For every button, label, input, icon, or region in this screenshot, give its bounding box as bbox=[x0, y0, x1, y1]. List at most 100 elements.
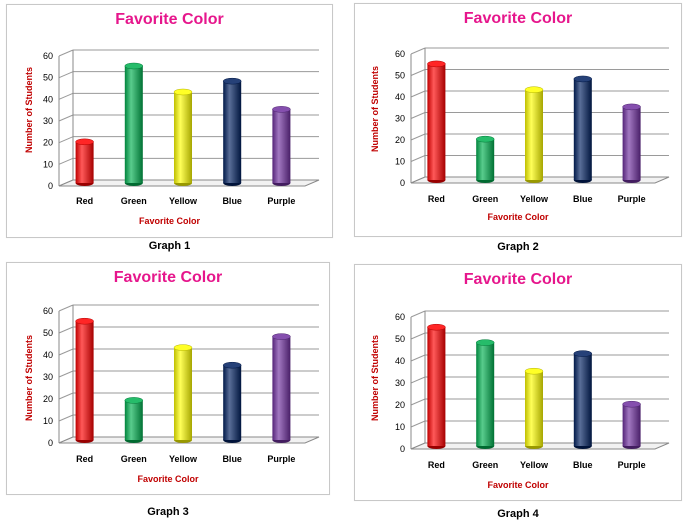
graph-4-title: Favorite Color bbox=[463, 271, 573, 288]
grid-depth-line bbox=[58, 326, 74, 334]
graph-3-frame: Favorite Color Number of Students 0 10 20 3… bbox=[6, 262, 330, 495]
x-tick-label: Yellow bbox=[520, 194, 549, 204]
bar-body bbox=[573, 353, 592, 446]
grid-depth-line bbox=[58, 114, 74, 122]
bar-body bbox=[525, 89, 543, 180]
grid-depth-line bbox=[58, 304, 74, 312]
y-tick-label: 40 bbox=[395, 356, 405, 366]
graph-2-frame: Favorite Color Number of Students 0 10 20 3… bbox=[354, 3, 682, 237]
grid-depth-line bbox=[58, 92, 74, 100]
graph-4-plot: 0 10 20 30 40 50 60 Red Green Yellow Blue Purple bbox=[395, 310, 670, 470]
bar-top bbox=[222, 77, 242, 85]
bar-top bbox=[622, 103, 641, 111]
grid-depth-line bbox=[58, 348, 74, 356]
graph-2-caption: Graph 2 bbox=[497, 241, 539, 253]
grid-depth-line bbox=[58, 414, 74, 422]
y-tick-label: 0 bbox=[48, 438, 53, 448]
bar-green bbox=[475, 339, 495, 449]
bar-purple bbox=[622, 400, 641, 449]
grid-depth-line bbox=[410, 420, 426, 428]
graph-2-plot: 0 10 20 30 40 50 60 Red Green Yellow Blue Purple bbox=[395, 47, 670, 204]
graph-2-panel: Favorite Color Number of Students 0 10 20 3… bbox=[354, 3, 682, 256]
bar-body bbox=[75, 141, 94, 183]
bar-top bbox=[475, 339, 495, 346]
bar-top bbox=[173, 344, 193, 351]
bar-yellow bbox=[173, 88, 193, 186]
x-tick-label: Purple bbox=[267, 196, 295, 206]
bar-yellow bbox=[524, 86, 544, 183]
x-tick-label: Red bbox=[428, 194, 445, 204]
bar-top bbox=[222, 361, 242, 369]
graph-4-x-axis-label: Favorite Color bbox=[487, 480, 549, 490]
y-tick-label: 10 bbox=[395, 422, 405, 432]
bar-body bbox=[174, 92, 192, 183]
y-tick-label: 50 bbox=[43, 328, 53, 338]
grid-depth-line bbox=[410, 398, 426, 406]
bar-body bbox=[75, 321, 94, 440]
grid-depth-line bbox=[410, 354, 426, 362]
grid-depth-line bbox=[58, 136, 74, 144]
x-tick-label: Yellow bbox=[520, 460, 549, 470]
grid-depth-line bbox=[410, 332, 426, 340]
bar-body bbox=[427, 63, 446, 180]
x-tick-label: Purple bbox=[618, 460, 646, 470]
bar-top bbox=[622, 400, 641, 408]
bar-body bbox=[223, 365, 242, 440]
y-tick-label: 10 bbox=[43, 159, 53, 169]
bar-green bbox=[124, 397, 144, 443]
bar-top bbox=[573, 75, 593, 83]
bar-body bbox=[124, 66, 143, 183]
y-tick-label: 50 bbox=[395, 71, 405, 81]
bar-body bbox=[174, 347, 192, 440]
bar-top bbox=[427, 323, 446, 331]
bar-body bbox=[476, 139, 495, 180]
graph-1-x-axis-label: Favorite Color bbox=[138, 216, 200, 226]
graph-2-title: Favorite Color bbox=[463, 10, 573, 27]
graph-4-frame: Favorite Color Number of Students 0 10 20 3… bbox=[354, 264, 682, 501]
bar-body bbox=[272, 109, 291, 183]
x-tick-label: Green bbox=[121, 454, 147, 464]
y-tick-label: 30 bbox=[43, 116, 53, 126]
bar-red bbox=[75, 138, 94, 186]
x-tick-label: Blue bbox=[222, 196, 242, 206]
x-tick-label: Red bbox=[76, 454, 93, 464]
graph-3-panel: Favorite Color Number of Students 0 10 20 3… bbox=[6, 262, 330, 518]
x-tick-label: Purple bbox=[618, 194, 646, 204]
bar-top bbox=[124, 62, 144, 70]
bar-yellow bbox=[524, 367, 544, 449]
graph-3-x-axis-label: Favorite Color bbox=[137, 474, 199, 484]
y-tick-label: 0 bbox=[400, 444, 405, 454]
bar-yellow bbox=[173, 344, 193, 443]
grid-depth-line bbox=[58, 49, 74, 57]
bar-red bbox=[427, 323, 446, 449]
bar-purple bbox=[272, 333, 291, 443]
grid-depth-line bbox=[410, 90, 426, 98]
grid-depth-line bbox=[410, 112, 426, 119]
y-tick-label: 50 bbox=[43, 73, 53, 83]
bar-top bbox=[573, 350, 593, 357]
bar-top bbox=[272, 333, 291, 340]
y-tick-label: 40 bbox=[395, 92, 405, 102]
bar-green bbox=[475, 135, 495, 183]
y-tick-label: 20 bbox=[395, 400, 405, 410]
graph-3-title: Favorite Color bbox=[113, 269, 223, 286]
y-tick-label: 0 bbox=[48, 181, 53, 191]
x-tick-label: Blue bbox=[222, 454, 242, 464]
x-tick-label: Red bbox=[428, 460, 445, 470]
bar-top bbox=[124, 397, 144, 404]
bar-body bbox=[525, 371, 543, 446]
x-tick-label: Green bbox=[121, 196, 147, 206]
bar-body bbox=[476, 342, 495, 446]
grid-depth-line bbox=[410, 376, 426, 384]
graph-1-caption: Graph 1 bbox=[148, 240, 191, 252]
graph-1-panel: Favorite Color Number of Students 0 10 20 3… bbox=[6, 4, 333, 254]
x-tick-label: Green bbox=[472, 460, 498, 470]
bar-body bbox=[427, 327, 446, 446]
y-tick-label: 60 bbox=[43, 306, 53, 316]
grid-depth-line bbox=[58, 157, 74, 165]
bar-top bbox=[75, 317, 94, 325]
graph-1-title: Favorite Color bbox=[115, 11, 224, 28]
graph-4-panel: Favorite Color Number of Students 0 10 20 3… bbox=[354, 264, 682, 520]
bar-red bbox=[427, 60, 446, 183]
grid-depth-line bbox=[58, 392, 74, 400]
